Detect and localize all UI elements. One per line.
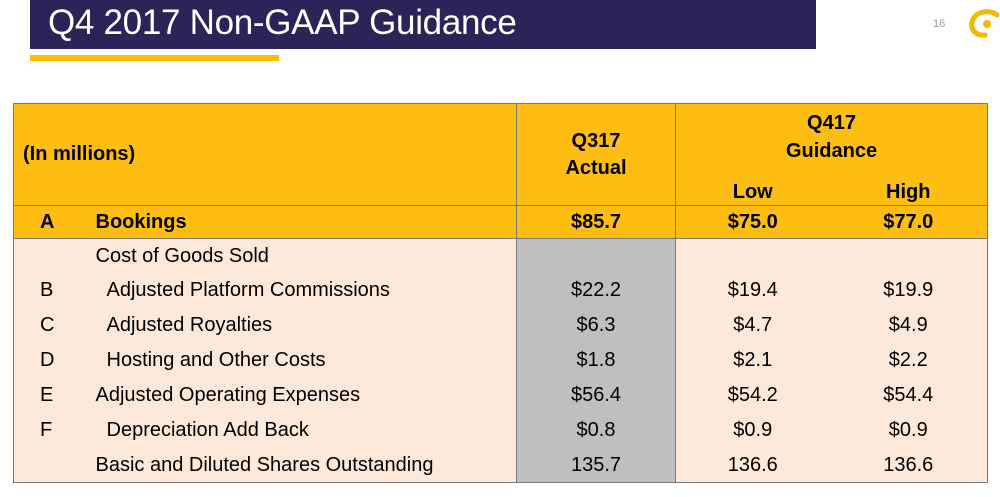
q417-header-line1: Q417 [807, 112, 856, 134]
q417-header-line2: Guidance [785, 140, 878, 162]
low-value [675, 238, 830, 273]
actual-value: 135.7 [516, 448, 676, 483]
row-letter: A [13, 205, 96, 239]
bookings-row: A Bookings $85.7 $75.0 $77.0 [13, 205, 989, 239]
page-title: Q4 2017 Non-GAAP Guidance [48, 3, 517, 42]
q317-header-line2: Actual [565, 156, 627, 179]
row-label: Depreciation Add Back [95, 413, 517, 448]
actual-value [516, 238, 676, 273]
header-row-bottom: Low High [14, 174, 989, 206]
high-value: $4.9 [829, 308, 989, 343]
table-row: E Adjusted Operating Expenses $56.4 $54.… [13, 378, 989, 413]
row-label: Cost of Goods Sold [95, 238, 517, 273]
units-header: (In millions) [13, 103, 517, 206]
q417-header: Q417 Guidance [675, 102, 989, 175]
high-value: $77.0 [829, 205, 989, 239]
row-letter: F [13, 413, 96, 448]
high-header: High [829, 174, 989, 206]
low-value: $19.4 [675, 273, 830, 308]
row-letter [13, 448, 96, 483]
company-logo-icon [966, 8, 1000, 42]
row-label: Hosting and Other Costs [95, 343, 517, 378]
actual-value: $0.8 [516, 413, 676, 448]
table-row: F Depreciation Add Back $0.8 $0.9 $0.9 [13, 413, 989, 448]
row-letter [13, 238, 96, 273]
table-row: Cost of Goods Sold [13, 238, 989, 273]
low-value: $75.0 [675, 205, 830, 239]
actual-value: $1.8 [516, 343, 676, 378]
high-value: $2.2 [829, 343, 989, 378]
guidance-table: (In millions) Q317 Actual Q417 Guidance … [13, 102, 989, 483]
actual-value: $6.3 [516, 308, 676, 343]
title-bar: Q4 2017 Non-GAAP Guidance [30, 0, 816, 49]
low-value: $4.7 [675, 308, 830, 343]
high-value: 136.6 [829, 448, 989, 483]
high-value [829, 238, 989, 273]
low-header: Low [675, 174, 830, 206]
actual-value: $22.2 [516, 273, 676, 308]
row-letter: B [13, 273, 96, 308]
table-row: D Hosting and Other Costs $1.8 $2.1 $2.2 [13, 343, 989, 378]
low-value: 136.6 [675, 448, 830, 483]
low-value: $0.9 [675, 413, 830, 448]
row-label: Adjusted Operating Expenses [95, 378, 517, 413]
row-label: Adjusted Platform Commissions [95, 273, 517, 308]
table-row: C Adjusted Royalties $6.3 $4.7 $4.9 [13, 308, 989, 343]
row-label: Adjusted Royalties [95, 308, 517, 343]
page-number: 16 [933, 18, 946, 30]
row-letter: D [13, 343, 96, 378]
table-row: B Adjusted Platform Commissions $22.2 $1… [13, 273, 989, 308]
row-label: Basic and Diluted Shares Outstanding [95, 448, 517, 483]
low-value: $54.2 [675, 378, 830, 413]
high-value: $19.9 [829, 273, 989, 308]
actual-value: $56.4 [516, 378, 676, 413]
q317-header-line1: Q317 [571, 129, 621, 152]
header-row-top: (In millions) Q317 Actual Q417 Guidance [13, 102, 989, 206]
title-underline [30, 55, 279, 61]
low-value: $2.1 [675, 343, 830, 378]
row-label: Bookings [95, 205, 517, 239]
row-letter: E [13, 378, 96, 413]
q317-header: Q317 Actual [516, 103, 676, 206]
actual-value: $85.7 [516, 205, 676, 239]
row-letter: C [13, 308, 96, 343]
high-value: $54.4 [829, 378, 989, 413]
high-value: $0.9 [829, 413, 989, 448]
table-row: Basic and Diluted Shares Outstanding 135… [13, 448, 989, 483]
